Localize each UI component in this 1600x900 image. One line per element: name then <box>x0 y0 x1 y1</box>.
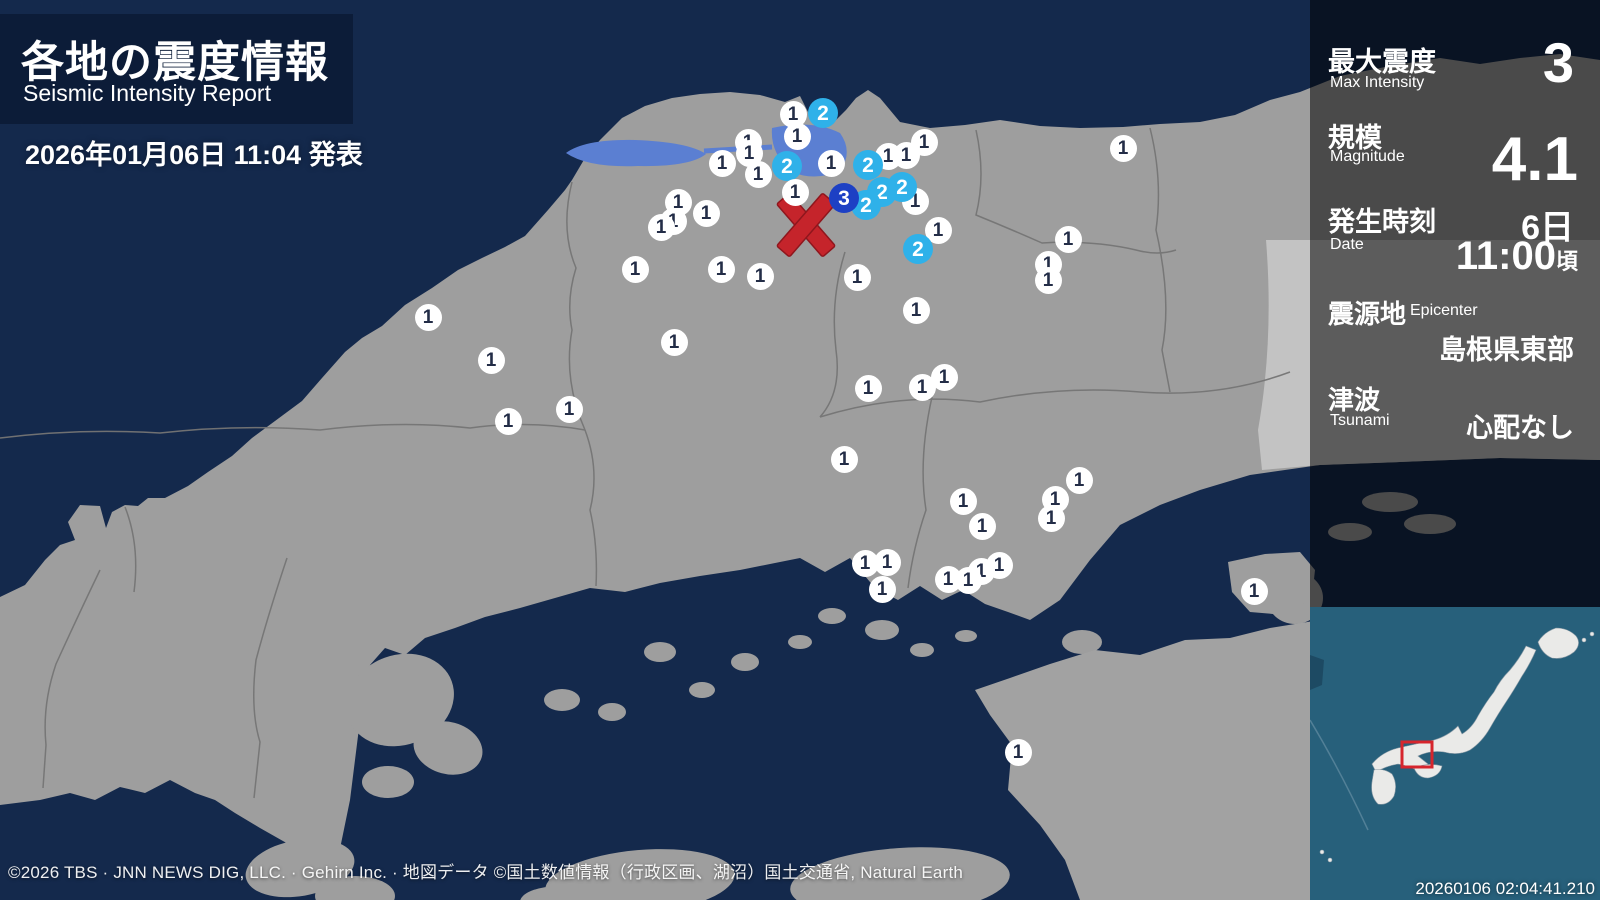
origin-time-clock: 11:00 <box>1455 234 1556 278</box>
intensity-marker-1: 1 <box>902 296 930 324</box>
origin-time-approx: 頃 <box>1555 249 1578 274</box>
intensity-marker-1: 1 <box>647 213 675 241</box>
intensity-marker-1: 1 <box>934 565 962 593</box>
epicenter-sublabel: Epicenter <box>1410 302 1478 319</box>
intensity-marker-1: 1 <box>873 548 901 576</box>
published-datetime: 2026年01月06日 11:04 発表 <box>25 140 363 170</box>
epicenter-x-shape <box>776 193 836 257</box>
intensity-marker-1: 1 <box>1240 577 1268 605</box>
copyright-text: ©2026 TBS · JNN NEWS DIG, LLC. · Gehirn … <box>8 863 964 882</box>
intensity-marker-1: 1 <box>660 328 688 356</box>
intensity-marker-1: 1 <box>817 149 845 177</box>
magnitude-value: 4.1 <box>1491 125 1578 194</box>
intensity-marker-2: 2 <box>772 151 802 181</box>
page-title: 各地の震度情報 <box>21 39 329 87</box>
tsunami-value: 心配なし <box>1466 413 1574 443</box>
intensity-marker-2: 2 <box>808 98 838 128</box>
intensity-marker-2: 2 <box>903 234 933 264</box>
intensity-marker-1: 1 <box>708 149 736 177</box>
tsunami-label: 津波 <box>1328 385 1381 415</box>
intensity-marker-1: 1 <box>555 395 583 423</box>
intensity-marker-1: 1 <box>621 255 649 283</box>
intensity-marker-3: 3 <box>829 183 859 213</box>
intensity-marker-1: 1 <box>908 373 936 401</box>
inset-continent <box>1310 655 1324 690</box>
intensity-marker-1: 1 <box>949 487 977 515</box>
epicenter-label: 震源地 <box>1328 299 1407 329</box>
intensity-marker-1: 1 <box>968 512 996 540</box>
japan-locator-inset: 20260106 02:04:41.210 <box>1310 607 1600 900</box>
intensity-marker-1: 1 <box>781 178 809 206</box>
inset-japan <box>1319 627 1595 863</box>
max-intensity-value: 3 <box>1542 31 1574 94</box>
quake-info-panel: 最大震度 Max Intensity 3 規模 Magnitude 4.1 発生… <box>1310 0 1600 607</box>
intensity-marker-2: 2 <box>853 150 883 180</box>
intensity-marker-1: 1 <box>707 255 735 283</box>
max-intensity-sublabel: Max Intensity <box>1330 74 1425 91</box>
intensity-marker-1: 1 <box>744 160 772 188</box>
intensity-marker-1: 1 <box>868 575 896 603</box>
mainland-honshu <box>0 54 1600 873</box>
intensity-marker-1: 1 <box>477 346 505 374</box>
origin-time-label: 発生時刻 <box>1328 207 1436 237</box>
title-box: 各地の震度情報 Seismic Intensity Report <box>0 14 353 124</box>
tsunami-sublabel: Tsunami <box>1330 412 1390 429</box>
intensity-marker-1: 1 <box>1065 466 1093 494</box>
prefecture-borders <box>0 127 1291 799</box>
render-timestamp: 20260106 02:04:41.210 <box>1415 879 1595 898</box>
intensity-marker-1: 1 <box>746 262 774 290</box>
origin-time-sublabel: Date <box>1330 236 1364 253</box>
magnitude-sublabel: Magnitude <box>1330 148 1405 165</box>
epicenter-value: 島根県東部 <box>1439 335 1574 365</box>
origin-time-value: 11:00頃 <box>1456 234 1578 279</box>
intensity-marker-1: 1 <box>783 122 811 150</box>
region-highlight-box <box>1400 740 1434 769</box>
max-intensity-label: 最大震度 <box>1328 47 1436 77</box>
intensity-marker-1: 1 <box>1054 225 1082 253</box>
page-subtitle: Seismic Intensity Report <box>23 80 271 106</box>
intensity-marker-1: 1 <box>692 199 720 227</box>
intensity-marker-1: 1 <box>854 374 882 402</box>
intensity-marker-1: 1 <box>1037 504 1065 532</box>
intensity-marker-1: 1 <box>414 303 442 331</box>
intensity-marker-1: 1 <box>830 445 858 473</box>
intensity-marker-1: 1 <box>1034 266 1062 294</box>
magnitude-label: 規模 <box>1328 123 1382 153</box>
epicenter-x-marker <box>768 185 844 265</box>
intensity-marker-1: 1 <box>843 263 871 291</box>
intensity-marker-1: 1 <box>494 407 522 435</box>
inset-coast-line <box>1310 719 1369 831</box>
intensity-marker-1: 1 <box>1109 134 1137 162</box>
origin-day-value: 6日 <box>1521 209 1574 247</box>
intensity-marker-1: 1 <box>1004 738 1032 766</box>
